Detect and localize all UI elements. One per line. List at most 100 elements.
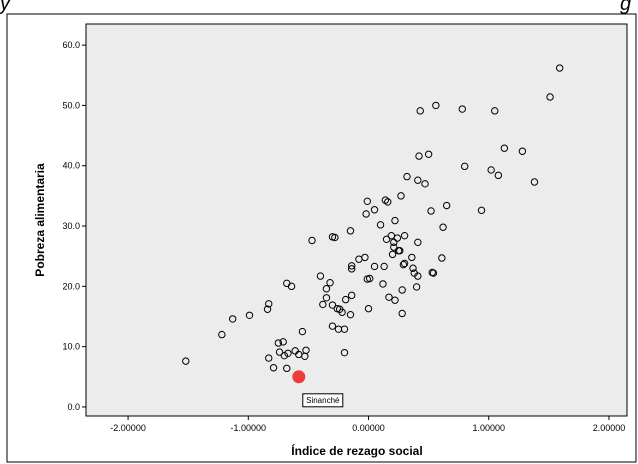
data-point bbox=[494, 171, 503, 180]
data-point bbox=[382, 235, 391, 243]
data-point bbox=[376, 221, 385, 229]
data-point bbox=[421, 180, 429, 188]
y-tick-label: 10.0 bbox=[62, 342, 80, 352]
top-fragment-right: g bbox=[620, 0, 631, 15]
x-tick-label: -1.00000 bbox=[231, 423, 267, 433]
data-point bbox=[461, 162, 469, 171]
data-point bbox=[439, 223, 447, 231]
data-point bbox=[427, 207, 435, 215]
data-point bbox=[438, 254, 446, 262]
data-point bbox=[391, 216, 399, 225]
data-point bbox=[228, 315, 237, 323]
data-point bbox=[396, 247, 404, 255]
data-point bbox=[338, 308, 346, 316]
data-point bbox=[363, 197, 372, 206]
data-point bbox=[322, 285, 331, 293]
y-tick-label: 0.0 bbox=[67, 402, 80, 412]
data-point bbox=[328, 301, 337, 309]
data-point bbox=[393, 234, 402, 242]
y-tick-label: 20.0 bbox=[62, 281, 80, 291]
data-point bbox=[265, 300, 273, 308]
data-point bbox=[346, 227, 355, 235]
data-point bbox=[326, 279, 334, 287]
y-axis-title: Pobreza alimentaria bbox=[33, 163, 47, 277]
data-point bbox=[415, 152, 423, 160]
data-point bbox=[429, 269, 438, 277]
data-point bbox=[346, 310, 355, 319]
data-point bbox=[316, 272, 325, 280]
data-point bbox=[400, 259, 409, 268]
data-point bbox=[283, 364, 291, 373]
data-point bbox=[340, 348, 349, 357]
y-tick-label: 30.0 bbox=[62, 221, 80, 231]
data-point bbox=[298, 327, 307, 336]
data-point bbox=[397, 192, 405, 200]
data-point bbox=[308, 236, 316, 245]
data-point bbox=[182, 357, 190, 365]
data-point bbox=[409, 264, 417, 272]
data-point bbox=[518, 147, 527, 155]
data-point bbox=[500, 144, 509, 152]
data-point bbox=[366, 274, 374, 283]
y-tick-label: 40.0 bbox=[62, 161, 80, 171]
data-point bbox=[416, 107, 424, 115]
data-point bbox=[546, 93, 554, 101]
data-point bbox=[424, 150, 433, 158]
data-point bbox=[391, 296, 399, 304]
data-point bbox=[487, 166, 495, 174]
data-point bbox=[408, 253, 416, 262]
data-point bbox=[442, 201, 451, 210]
data-point bbox=[380, 262, 388, 271]
x-axis-title: Índice de rezago social bbox=[291, 443, 422, 458]
data-point bbox=[265, 354, 273, 362]
data-point bbox=[319, 300, 327, 309]
data-point bbox=[364, 304, 373, 313]
data-point bbox=[331, 233, 339, 242]
top-fragment-left: y bbox=[0, 0, 11, 15]
y-tick-label: 50.0 bbox=[62, 100, 80, 110]
data-point bbox=[530, 178, 539, 186]
x-tick-label: 0.00000 bbox=[352, 423, 385, 433]
data-point bbox=[398, 286, 406, 294]
data-point bbox=[555, 64, 564, 72]
annotation-label: Sinanché bbox=[306, 396, 340, 405]
data-point bbox=[458, 105, 466, 113]
data-point bbox=[279, 338, 287, 346]
data-point bbox=[341, 295, 350, 304]
data-point bbox=[399, 260, 408, 269]
data-point bbox=[328, 322, 337, 330]
data-point bbox=[491, 107, 499, 115]
data-point bbox=[384, 198, 392, 206]
data-point bbox=[381, 196, 390, 204]
annotation-box bbox=[302, 393, 344, 408]
data-point bbox=[398, 309, 406, 318]
data-point bbox=[387, 231, 396, 240]
data-point bbox=[414, 238, 422, 247]
plot-area bbox=[85, 23, 628, 417]
data-point bbox=[379, 280, 387, 288]
data-point bbox=[340, 325, 349, 333]
data-point bbox=[275, 348, 284, 356]
x-tick-label: -2.00000 bbox=[110, 423, 146, 433]
data-point bbox=[388, 250, 397, 259]
data-point bbox=[390, 238, 398, 247]
data-points bbox=[182, 64, 564, 373]
data-point bbox=[385, 293, 393, 301]
data-point bbox=[284, 349, 292, 357]
data-point bbox=[347, 262, 356, 270]
data-point bbox=[370, 206, 379, 214]
y-tick-label: 60.0 bbox=[62, 40, 80, 50]
data-point bbox=[403, 172, 411, 181]
x-tick-label: 1.00000 bbox=[472, 423, 505, 433]
highlight-point bbox=[292, 370, 306, 384]
data-point bbox=[347, 291, 356, 300]
data-point bbox=[414, 272, 422, 280]
data-point bbox=[361, 253, 369, 262]
data-point bbox=[370, 262, 379, 271]
data-point bbox=[218, 330, 226, 339]
data-point bbox=[269, 364, 278, 372]
data-point bbox=[322, 294, 331, 302]
data-point bbox=[412, 283, 421, 291]
data-point bbox=[400, 231, 409, 240]
